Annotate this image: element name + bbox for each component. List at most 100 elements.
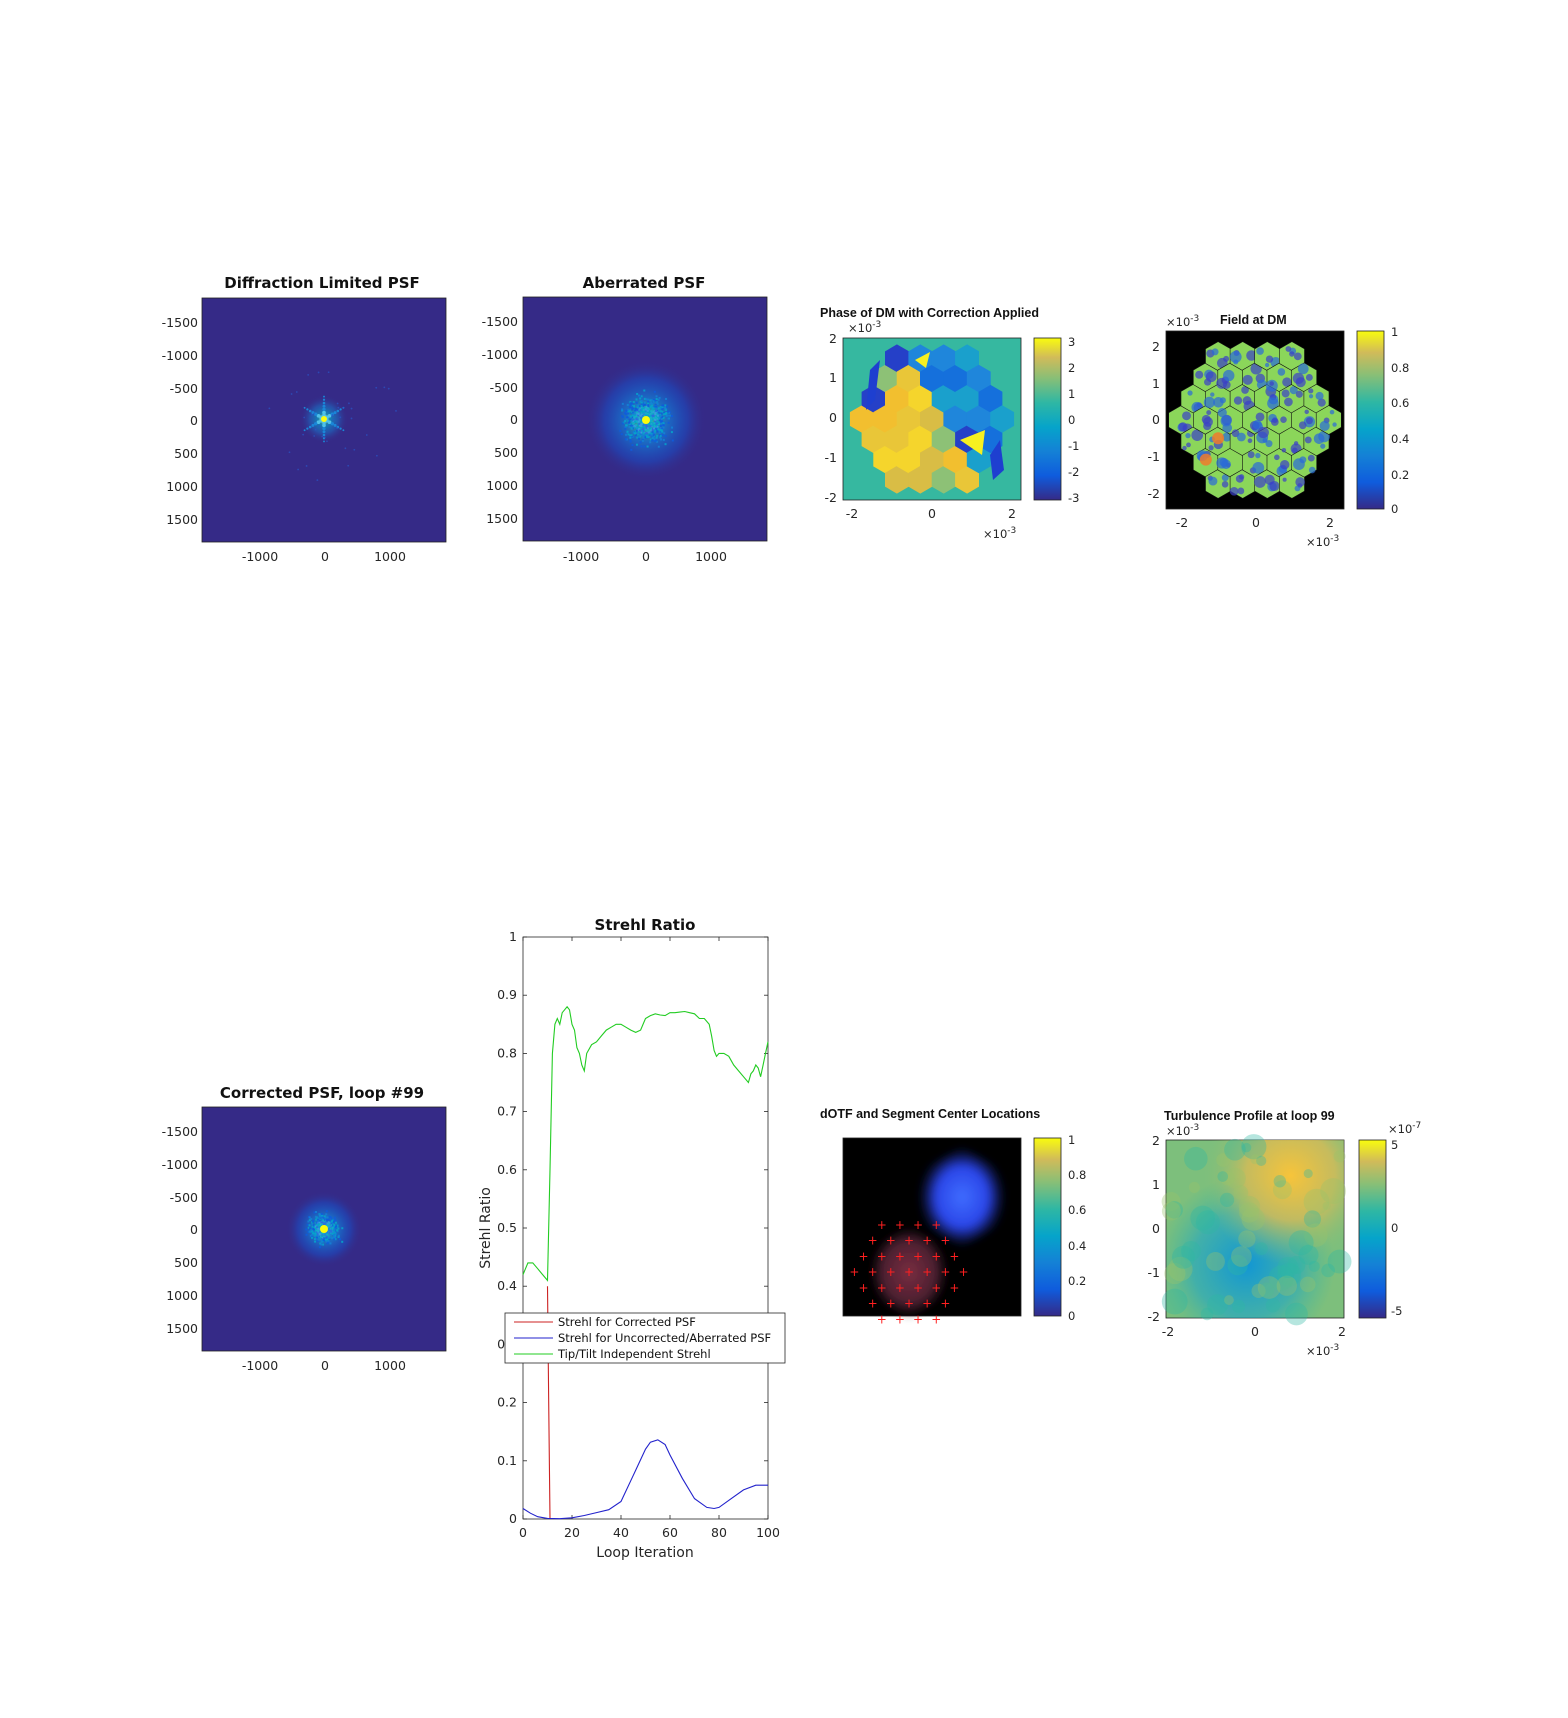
- speckle-dot: [636, 404, 639, 407]
- segment-center-marker: +: [886, 1234, 896, 1248]
- speckle-dot: [329, 1242, 332, 1245]
- speckle-dot: [626, 430, 629, 433]
- speckle-dot: [666, 414, 669, 417]
- psf-spike-dot: [308, 409, 312, 413]
- speckle-dot: [656, 403, 659, 406]
- psf-faint-dot: [314, 428, 317, 431]
- speckle-dot: [633, 414, 636, 417]
- field-blob: [1229, 350, 1242, 363]
- speckle-dot: [652, 426, 655, 429]
- speckle-dot: [640, 401, 643, 404]
- speckle-dot: [325, 1240, 328, 1243]
- speckle-dot: [336, 1224, 339, 1227]
- speckle-dot: [642, 427, 645, 430]
- psf-faint-dot: [347, 464, 350, 467]
- speckle-dot: [653, 425, 656, 428]
- speckle-dot: [625, 418, 628, 421]
- x-tick-label: -2: [846, 506, 858, 521]
- speckle-dot: [317, 1229, 320, 1232]
- speckle-dot: [646, 445, 649, 448]
- psf-faint-dot: [316, 479, 319, 482]
- speckle-dot: [647, 406, 650, 409]
- speckle-dot: [646, 430, 649, 433]
- turbulence-patch: [1216, 1153, 1231, 1168]
- psf-spike-dot: [303, 406, 306, 409]
- field-blob: [1205, 371, 1217, 383]
- psf-faint-dot: [310, 413, 313, 416]
- speckle-dot: [640, 399, 643, 402]
- speckle-dot: [665, 397, 668, 400]
- speckle-dot: [630, 434, 633, 437]
- speckle-dot: [632, 430, 635, 433]
- speckle-dot: [315, 1226, 318, 1229]
- speckle-dot: [657, 416, 660, 419]
- colorbar-tick-label: 1: [1068, 1133, 1075, 1147]
- speckle-dot: [649, 410, 652, 413]
- speckle-dot: [647, 436, 650, 439]
- speckle-dot: [326, 1216, 329, 1219]
- speckle-dot: [650, 404, 653, 407]
- field-blob: [1222, 380, 1231, 389]
- legend-label-corrected: Strehl for Corrected PSF: [558, 1315, 696, 1329]
- y-tick-label: -500: [170, 381, 198, 396]
- field-blob: [1208, 445, 1214, 451]
- speckle-dot: [640, 395, 643, 398]
- speckle-dot: [329, 1216, 332, 1219]
- speckle-dot: [645, 424, 648, 427]
- speckle-dot: [330, 1217, 333, 1220]
- field-dm-segments: [1168, 341, 1342, 499]
- speckle-dot: [652, 400, 655, 403]
- segment-center-marker: +: [859, 1249, 869, 1263]
- turbulence-patch: [1303, 1188, 1330, 1215]
- speckle-dot: [630, 435, 633, 438]
- x-tick-label: 1000: [374, 1358, 406, 1373]
- field-blob: [1221, 474, 1229, 482]
- phase-segment: [908, 384, 933, 413]
- phase-segment: [955, 384, 979, 413]
- field-dm-x-exponent: ×10-3: [1306, 534, 1339, 549]
- field-blob: [1210, 392, 1215, 397]
- speckle-dot: [635, 427, 638, 430]
- speckle-dot: [651, 408, 654, 411]
- speckle-dot: [642, 409, 645, 412]
- speckle-dot: [654, 418, 657, 421]
- speckle-dot: [310, 1218, 313, 1221]
- field-dm-title: Field at DM: [1220, 313, 1287, 327]
- field-blob: [1182, 445, 1187, 451]
- speckle-dot: [653, 438, 656, 441]
- turbulence-patch: [1327, 1249, 1352, 1274]
- segment-center-marker: +: [877, 1312, 887, 1326]
- phase-segment: [920, 405, 944, 433]
- speckle-dot: [659, 410, 662, 413]
- speckle-dot: [313, 1224, 316, 1227]
- psf-faint-dot: [336, 427, 338, 430]
- speckle-dot: [320, 1223, 323, 1226]
- x-tick-label: 0: [519, 1525, 527, 1540]
- strehl-ticks: 00.10.20.30.40.50.60.70.80.9102040608010…: [497, 929, 780, 1540]
- y-tick-label: -1000: [482, 347, 518, 362]
- field-blob: [1195, 370, 1204, 379]
- speckle-dot: [636, 406, 639, 409]
- speckle-dot: [628, 425, 631, 428]
- uncorrected-strehl-line: [522, 1439, 768, 1520]
- speckle-dot: [653, 430, 656, 433]
- speckle-dot: [337, 1234, 340, 1237]
- field-blob: [1269, 381, 1274, 386]
- colorbar-tick-label: 0.2: [1068, 1274, 1086, 1288]
- phase-segment: [966, 445, 991, 474]
- speckle-dot: [640, 430, 643, 433]
- dotf-panel: dOTF and Segment Center Locations ++++++…: [820, 1107, 1086, 1326]
- speckle-dot: [341, 1240, 344, 1243]
- phase-segment: [955, 344, 979, 373]
- aberrated-psf-title: Aberrated PSF: [583, 274, 706, 292]
- colorbar-tick-label: 0.8: [1068, 1168, 1086, 1182]
- phase-segment: [908, 425, 933, 454]
- speckle-dot: [659, 436, 662, 439]
- psf-faint-dot: [288, 451, 291, 454]
- psf-faint-dot: [312, 412, 315, 415]
- speckle-dot: [659, 415, 662, 418]
- speckle-dot: [657, 427, 660, 430]
- speckle-dot: [621, 402, 624, 405]
- speckle-dot: [653, 422, 656, 425]
- psf-spike-dot: [303, 429, 306, 432]
